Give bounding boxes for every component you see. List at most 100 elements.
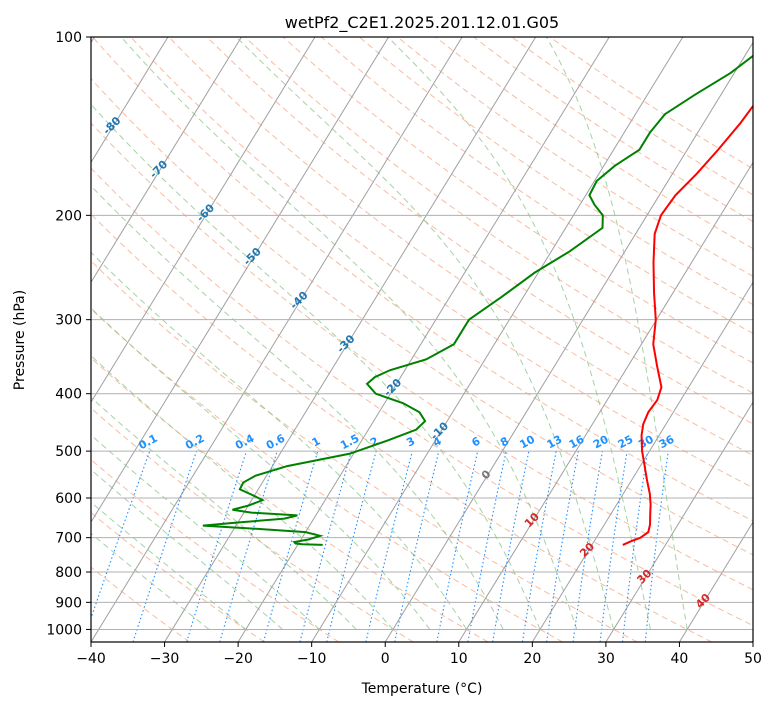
- dry-adiabat-line: [168, 37, 753, 457]
- isotherm-line: [531, 281, 753, 642]
- y-tick-label: 1000: [46, 622, 82, 638]
- mixing-ratio-label: 13: [545, 433, 565, 452]
- dry-adiabat-line: [359, 37, 753, 306]
- isotherm-line: [458, 161, 753, 642]
- mixing-ratio-line: [394, 450, 440, 642]
- mixing-ratio-label: 30: [636, 433, 656, 452]
- x-tick-label: 40: [671, 651, 689, 667]
- y-tick-label: 200: [55, 208, 82, 224]
- isotherm-line: [752, 641, 753, 642]
- moist-adiabat-line: [91, 501, 247, 630]
- y-tick-label: 500: [55, 444, 82, 460]
- y-tick-label: 700: [55, 531, 82, 547]
- mixing-ratio-label: 3: [404, 434, 417, 449]
- mixing-ratio-label: 0.6: [264, 432, 288, 453]
- isotherm-line: [237, 37, 610, 642]
- dry-adiabat-line: [92, 37, 753, 522]
- mixing-ratio-label: 0.1: [136, 432, 159, 453]
- mixing-ratio-label: 16: [567, 433, 587, 452]
- mixing-ratio-label: 20: [591, 433, 611, 452]
- dry-adiabat-line: [244, 37, 753, 394]
- isotherm-line: [91, 37, 390, 524]
- y-tick-label: 300: [55, 313, 82, 329]
- dry-adiabat-line: [473, 37, 753, 223]
- mixing-ratio-line: [572, 451, 604, 642]
- dry-adiabat-line: [206, 37, 753, 425]
- mixing-ratio-line: [644, 451, 669, 642]
- isotherm-label: -60: [194, 201, 217, 224]
- moist-adiabat-line: [236, 37, 615, 630]
- mixing-ratio-label: 0.2: [183, 432, 206, 453]
- mixing-ratio-label: 10: [517, 433, 537, 452]
- chart-title: wetPf2_C2E1.2025.201.12.01.G05: [285, 13, 559, 33]
- isotherm-label: -100: [4, 24, 33, 53]
- x-tick-label: −30: [150, 651, 180, 667]
- y-tick-label: 100: [55, 30, 82, 46]
- dry-adiabat-line: [91, 213, 713, 642]
- mixing-ratio-line: [546, 451, 579, 642]
- y-tick-label: 900: [55, 595, 82, 611]
- moist-adiabat-line: [91, 307, 431, 630]
- x-axis-label: Temperature (°C): [361, 681, 483, 697]
- isotherm-line: [311, 37, 684, 642]
- dry-adiabat-line: [91, 308, 563, 642]
- dry-adiabat-line: [91, 77, 753, 556]
- x-tick-label: −40: [76, 651, 106, 667]
- dry-adiabat-line: [130, 37, 753, 489]
- dry-adiabat-line: [511, 37, 753, 196]
- isotherm-line: [679, 521, 753, 642]
- dry-adiabat-line: [91, 566, 190, 642]
- dry-adiabat-line: [91, 459, 340, 642]
- y-tick-label: 800: [55, 565, 82, 581]
- dry-adiabat-line: [91, 357, 489, 642]
- isotherm-label: 10: [522, 510, 542, 530]
- x-tick-label: 10: [450, 651, 468, 667]
- moist-adiabat-line: [91, 396, 357, 630]
- isotherm-label: -40: [287, 288, 310, 311]
- dry-adiabat-line: [397, 37, 753, 277]
- mixing-ratio-line: [622, 451, 649, 642]
- mixing-ratio-label: 1: [310, 434, 323, 449]
- isotherm-line: [384, 41, 753, 642]
- x-tick-label: −10: [297, 651, 327, 667]
- y-tick-label: 600: [55, 491, 82, 507]
- dry-adiabat-line: [91, 260, 638, 642]
- mixing-ratio-line: [262, 450, 319, 642]
- moist-adiabat-line: [91, 434, 320, 630]
- mixing-ratio-line: [599, 451, 628, 642]
- moist-adiabat-line: [546, 37, 688, 630]
- isotherm-line: [91, 37, 463, 642]
- isotherm-label: -80: [100, 114, 123, 137]
- x-tick-label: −20: [223, 651, 253, 667]
- mixing-ratio-label: 0.4: [233, 432, 257, 453]
- mixing-ratio-line: [436, 450, 479, 642]
- mixing-ratio-line: [132, 450, 198, 642]
- mixing-ratio-label: 8: [498, 434, 511, 449]
- temperature-profile-line: [622, 104, 753, 546]
- isotherm-line: [91, 37, 242, 284]
- isotherm-label: -90: [54, 70, 77, 93]
- isotherm-label: -70: [147, 158, 170, 181]
- mixing-ratio-line: [492, 450, 530, 642]
- x-tick-label: 0: [381, 651, 390, 667]
- x-tick-label: 50: [744, 651, 762, 667]
- moist-adiabat-line: [387, 37, 651, 630]
- x-tick-label: 20: [523, 651, 541, 667]
- isotherm-label: -20: [381, 376, 404, 399]
- moist-adiabat-line: [120, 37, 578, 630]
- mixing-ratio-line: [326, 450, 377, 642]
- moist-adiabat-line: [91, 103, 541, 630]
- moist-adiabat-line: [91, 354, 394, 630]
- isotherm-line: [164, 37, 537, 642]
- x-tick-label: 30: [597, 651, 615, 667]
- moist-adiabat-line: [91, 185, 504, 630]
- y-axis-label: Pressure (hPa): [12, 290, 28, 390]
- mixing-ratio-line: [186, 450, 247, 642]
- mixing-ratio-label: 25: [616, 433, 636, 452]
- isotherm-line: [91, 37, 316, 404]
- isotherm-line: [605, 401, 753, 642]
- mixing-ratio-line: [91, 450, 151, 620]
- dry-adiabat-line: [435, 37, 753, 250]
